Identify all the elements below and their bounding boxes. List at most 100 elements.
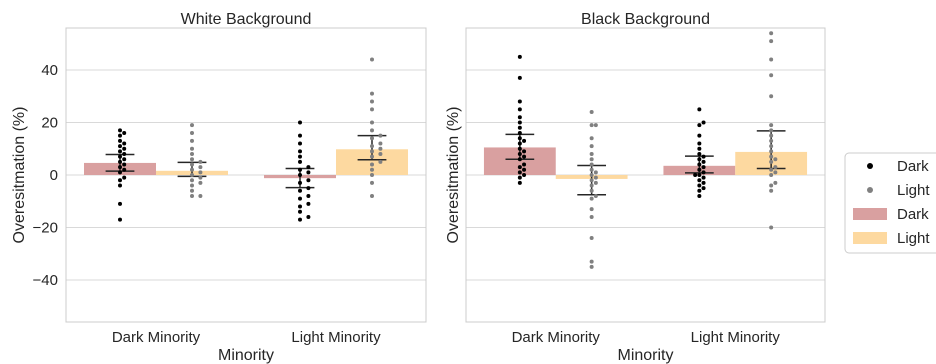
data-point <box>517 131 522 135</box>
data-point <box>593 175 598 180</box>
legend-frame <box>844 152 936 254</box>
data-point <box>769 159 774 164</box>
data-point <box>118 149 122 154</box>
data-point <box>517 107 522 112</box>
data-point <box>517 165 522 170</box>
data-point <box>378 141 383 146</box>
legend-marker <box>867 163 873 169</box>
data-point <box>697 107 702 112</box>
data-point <box>306 165 311 170</box>
y-tick-label: −20 <box>33 220 58 237</box>
data-point <box>697 162 702 167</box>
data-point <box>589 173 594 177</box>
data-point <box>589 123 594 128</box>
chart-title: Black Background <box>581 11 710 28</box>
x-tick-label: Light Minority <box>291 329 381 346</box>
data-point <box>298 173 302 177</box>
data-point <box>122 131 127 135</box>
data-point <box>769 138 774 143</box>
x-axis-label: Minority <box>617 347 673 364</box>
x-tick-label: Dark Minority <box>512 329 601 346</box>
data-point <box>517 170 522 175</box>
data-point <box>370 154 374 159</box>
data-point <box>697 157 702 162</box>
data-point <box>769 123 774 128</box>
data-point <box>517 152 522 156</box>
data-point <box>198 180 203 185</box>
data-point <box>298 204 302 209</box>
data-point <box>769 167 774 172</box>
data-point <box>589 152 594 156</box>
data-point <box>517 180 522 185</box>
y-axis-label: Overesitmation (%) <box>11 107 28 244</box>
data-point <box>769 183 774 188</box>
data-point <box>769 188 774 193</box>
x-axis-label: Minority <box>218 347 274 364</box>
data-point <box>118 170 122 175</box>
data-point <box>517 141 522 146</box>
data-point <box>701 186 706 191</box>
data-point <box>122 162 127 167</box>
data-point <box>589 196 594 201</box>
data-point <box>298 133 302 138</box>
data-point <box>122 152 127 156</box>
data-point <box>589 136 594 141</box>
data-point <box>589 259 594 264</box>
data-point <box>589 157 594 162</box>
data-point <box>306 186 311 191</box>
data-point <box>118 217 122 222</box>
data-point <box>589 110 594 114</box>
data-point <box>769 94 774 99</box>
data-point <box>190 152 194 156</box>
data-point <box>589 207 594 212</box>
data-point <box>693 173 698 177</box>
data-point <box>769 39 774 44</box>
data-point <box>122 157 127 162</box>
data-point <box>589 162 594 167</box>
data-point <box>190 188 194 193</box>
data-point <box>697 188 702 193</box>
y-tick-label: 20 <box>41 115 58 132</box>
data-point <box>378 159 383 164</box>
data-point <box>190 194 194 198</box>
data-point <box>697 183 702 188</box>
data-point <box>370 149 374 154</box>
data-point <box>198 170 203 175</box>
data-point <box>190 178 194 183</box>
data-point <box>122 146 127 151</box>
data-point <box>306 194 311 198</box>
plot-frame <box>465 27 826 323</box>
data-point <box>769 73 774 78</box>
data-point <box>769 154 774 159</box>
data-point <box>701 154 706 159</box>
data-point <box>190 173 194 177</box>
data-point <box>769 57 774 62</box>
data-point <box>769 31 774 36</box>
data-point <box>697 123 702 128</box>
data-point <box>517 125 522 130</box>
legend-marker <box>867 187 873 193</box>
data-point <box>198 165 203 170</box>
data-point <box>769 225 774 230</box>
data-point <box>118 178 122 183</box>
data-point <box>701 159 706 164</box>
legend: Dark Light Dark Light <box>844 152 936 254</box>
data-point <box>697 141 702 146</box>
data-point <box>701 175 706 180</box>
data-point <box>517 99 522 104</box>
data-point <box>697 178 702 183</box>
data-point <box>378 146 383 151</box>
y-tick-label: 0 <box>50 167 58 184</box>
data-point <box>370 180 374 185</box>
data-point <box>306 215 311 219</box>
data-point <box>298 154 302 159</box>
data-point <box>190 183 194 188</box>
data-point <box>517 146 522 151</box>
legend-label: Dark <box>897 206 929 223</box>
data-point <box>370 120 374 125</box>
data-point <box>773 165 778 170</box>
data-point <box>298 149 302 154</box>
data-point <box>593 170 598 175</box>
data-point <box>697 152 702 156</box>
